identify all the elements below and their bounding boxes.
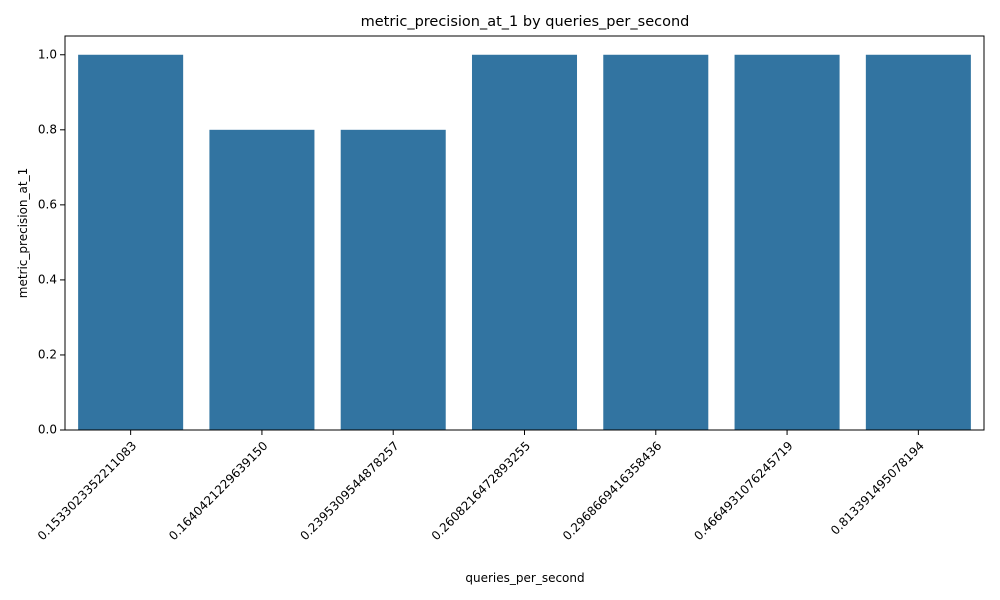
bar <box>209 129 315 431</box>
x-tick-label: 0.4664931076245719 <box>691 439 795 543</box>
bar <box>734 54 840 431</box>
y-axis: 0.0 0.2 0.4 0.6 0.8 1.0 <box>38 47 65 437</box>
bar <box>603 54 709 431</box>
bar <box>78 54 184 431</box>
x-tick-label: 0.1640421229639150 <box>166 439 270 543</box>
bar <box>865 54 971 431</box>
y-tick-label: 0.4 <box>38 272 57 286</box>
x-tick-label: 0.2395309544878257 <box>297 439 401 543</box>
bars-group <box>78 54 971 431</box>
x-tick-label: 0.2608216472893255 <box>429 439 533 543</box>
y-tick-label: 0.8 <box>38 122 57 136</box>
y-axis-label: metric_precision_at_1 <box>16 168 30 298</box>
plot-frame <box>64 35 985 431</box>
bar <box>340 129 446 431</box>
x-tick-label: 0.153302335221108З <box>35 439 139 543</box>
bar <box>471 54 578 431</box>
x-axis-label: queries_per_second <box>465 571 584 585</box>
x-axis: 0.153302335221108З 0.1640421229639150 0.23… <box>35 430 927 543</box>
y-tick-label: 0.0 <box>38 423 57 437</box>
x-tick-label: 0.2968669416358436 <box>560 439 664 543</box>
y-tick-label: 0.6 <box>38 197 57 211</box>
chart-title: metric_precision_at_1 by queries_per_sec… <box>361 14 690 30</box>
y-tick-label: 1.0 <box>38 47 57 61</box>
x-tick-label: 0.813391495078194 <box>828 439 927 538</box>
y-tick-label: 0.2 <box>38 347 57 361</box>
